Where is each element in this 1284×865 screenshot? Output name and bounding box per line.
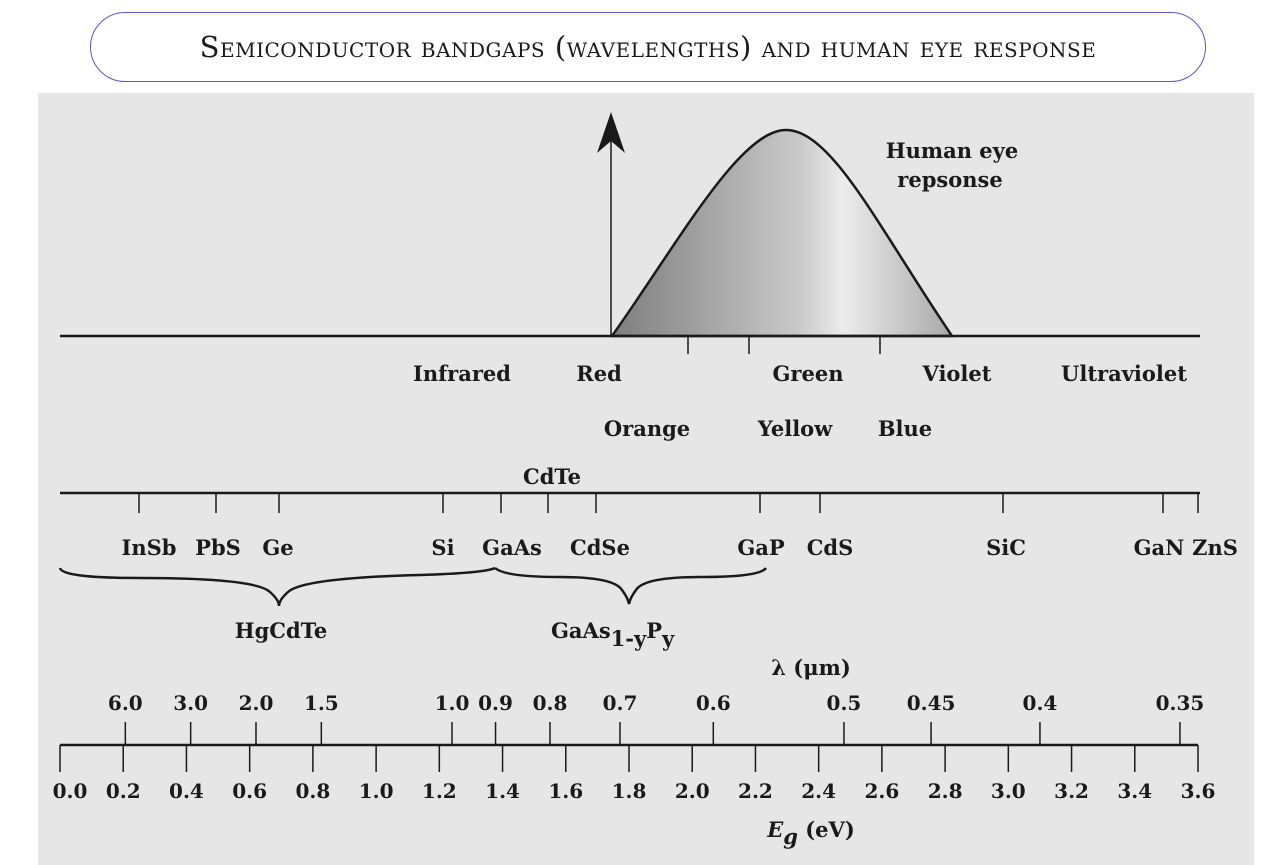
gaasp-sub1: 1-y (611, 626, 647, 651)
label-cds: CdS (807, 535, 854, 560)
energy-tick-label: 3.0 (991, 779, 1026, 803)
label-cdse: CdSe (570, 535, 630, 560)
label-orange: Orange (604, 416, 690, 441)
label-zns: ZnS (1192, 535, 1238, 560)
label-cdte: CdTe (523, 464, 581, 489)
energy-tick-label: 1.2 (422, 779, 457, 803)
label-ge: Ge (262, 535, 293, 560)
label-gan: GaN (1134, 535, 1185, 560)
energy-tick-label: 2.2 (738, 779, 773, 803)
wavelength-tick-label: 0.35 (1156, 691, 1205, 715)
wavelength-tick-label: 3.0 (173, 691, 208, 715)
energy-tick-label: 0.2 (106, 779, 141, 803)
label-violet: Violet (922, 361, 992, 386)
label-gaasp: GaAs1-yPy (551, 618, 675, 651)
energy-tick-label: 3.4 (1117, 779, 1152, 803)
wavelength-ticks: 6.0 3.0 2.0 1.5 1.0 0.9 0.8 0.7 0.6 0.5 0.45 0.4 0.3… (108, 691, 1204, 745)
energy-axis-label: Eg (eV) (766, 817, 855, 849)
wavelength-tick-label: 0.8 (533, 691, 568, 715)
label-red: Red (576, 361, 622, 386)
eye-response-label-1: Human eye (886, 138, 1018, 163)
energy-tick-label: 2.6 (864, 779, 899, 803)
label-hgcdte: HgCdTe (235, 618, 328, 643)
wavelength-tick-label: 0.7 (603, 691, 638, 715)
label-gaas: GaAs (482, 535, 542, 560)
gaasp-base: GaAs (551, 618, 611, 643)
wavelength-axis-label: λ (μm) (771, 655, 851, 680)
energy-tick-label: 0.4 (169, 779, 204, 803)
eg-sub: g (783, 824, 798, 849)
energy-tick-label: 3.2 (1054, 779, 1089, 803)
wavelength-tick-label: 0.6 (696, 691, 731, 715)
label-blue: Blue (878, 416, 932, 441)
energy-tick-label: 2.8 (928, 779, 963, 803)
material-ticks (138, 493, 1199, 513)
energy-tick-label: 1.8 (612, 779, 647, 803)
eye-response-curve (609, 128, 955, 338)
energy-tick-label: 1.6 (548, 779, 583, 803)
label-green: Green (773, 361, 844, 386)
energy-tick-label: 0.6 (232, 779, 267, 803)
wavelength-tick-label: 0.4 (1023, 691, 1058, 715)
label-gap: GaP (737, 535, 785, 560)
label-yellow: Yellow (757, 416, 833, 441)
wavelength-tick-label: 0.45 (907, 691, 956, 715)
energy-tick-label: 0.0 (53, 779, 88, 803)
wavelength-tick-label: 2.0 (239, 691, 274, 715)
page-title: Semiconductor bandgaps (wavelengths) and… (90, 12, 1206, 82)
energy-tick-label: 3.6 (1181, 779, 1216, 803)
gaasp-mid: P (646, 618, 662, 643)
label-insb: InSb (122, 535, 177, 560)
wavelength-tick-label: 1.5 (304, 691, 339, 715)
energy-tick-label: 1.0 (359, 779, 394, 803)
gaasp-sub2: y (661, 626, 675, 651)
hgcdte-brace (58, 566, 496, 607)
energy-tick-label: 2.0 (675, 779, 710, 803)
eg-symbol: E (766, 817, 784, 842)
energy-ticks: 0.0 0.2 0.4 0.6 0.8 1.0 1.2 1.4 1.6 1.8 2.0 2.2 2.4 2… (53, 745, 1216, 803)
label-ultraviolet: Ultraviolet (1061, 361, 1187, 386)
gaasp-brace (494, 566, 768, 605)
wavelength-tick-label: 1.0 (435, 691, 470, 715)
label-sic: SiC (986, 535, 1026, 560)
wavelength-tick-label: 0.5 (827, 691, 862, 715)
label-si: Si (431, 535, 454, 560)
energy-tick-label: 1.4 (485, 779, 520, 803)
eg-unit: (eV) (798, 817, 855, 842)
wavelength-tick-label: 6.0 (108, 691, 143, 715)
axis-arrow-head (597, 112, 625, 153)
label-infrared: Infrared (413, 361, 511, 386)
wavelength-tick-label: 0.9 (478, 691, 513, 715)
eye-response-label-2: repsonse (897, 167, 1002, 192)
label-pbs: PbS (195, 535, 241, 560)
energy-tick-label: 0.8 (295, 779, 330, 803)
diagram-panel (38, 93, 1254, 865)
energy-tick-label: 2.4 (801, 779, 836, 803)
